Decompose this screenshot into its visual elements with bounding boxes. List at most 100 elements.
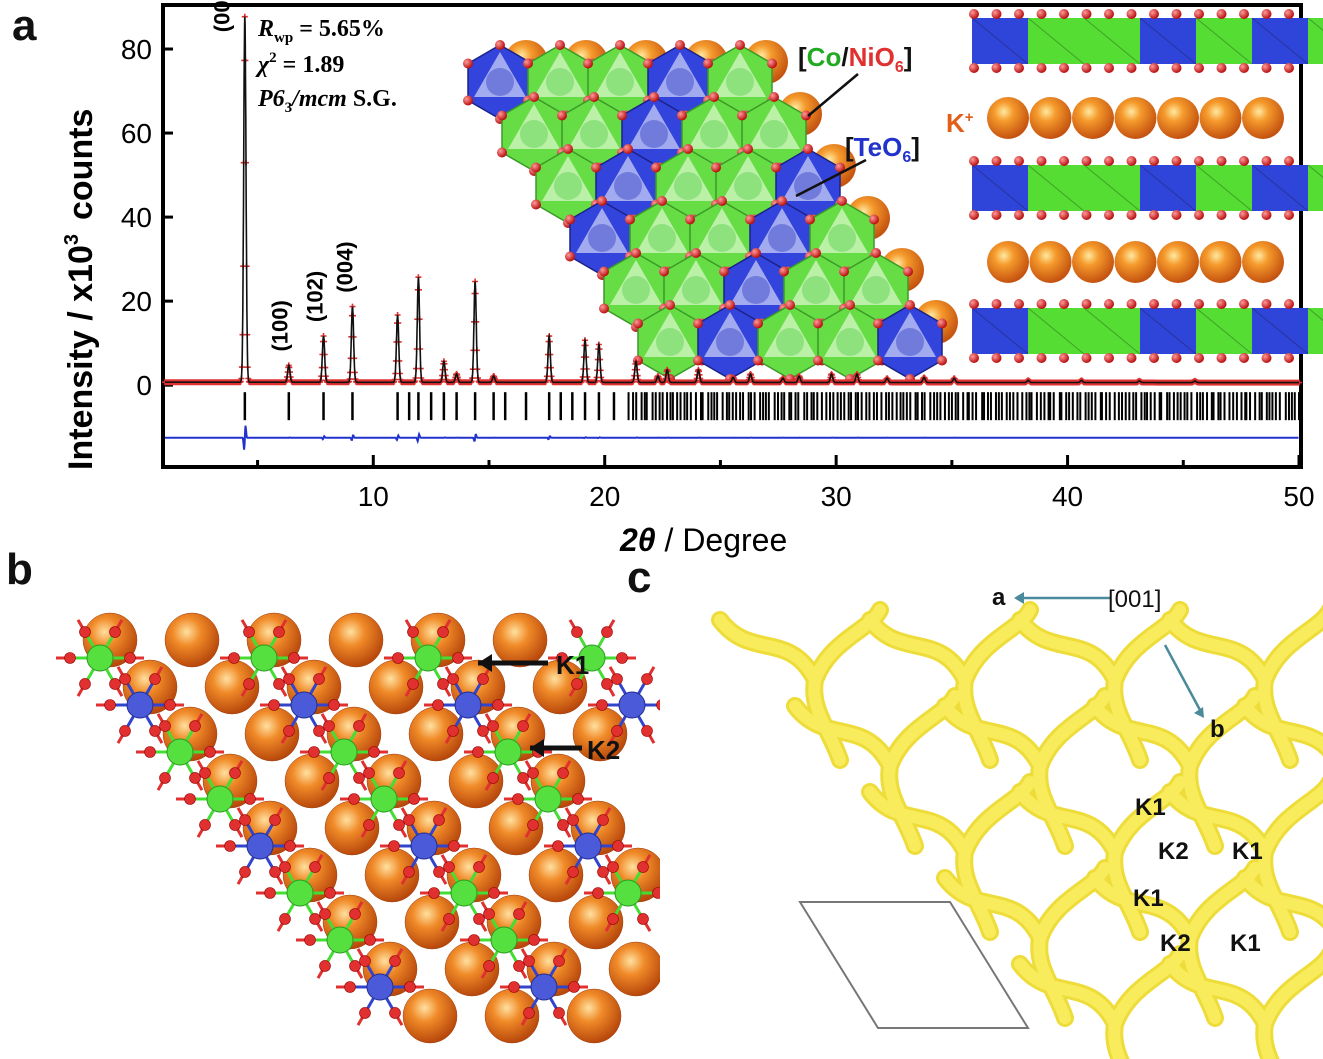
oxygen-atom — [349, 960, 361, 972]
metal-center — [682, 276, 710, 304]
teo6-layer-block — [1252, 165, 1308, 211]
axis-direction-label: [001] — [1108, 586, 1162, 613]
oxygen-atom — [268, 699, 280, 711]
cobalt-nickel-atom — [578, 644, 606, 672]
oxygen-atom — [652, 887, 660, 899]
oxygen-atom — [229, 767, 241, 779]
oxygen-atom — [433, 866, 445, 878]
oxygen-atom — [359, 1007, 371, 1019]
teo-pointer — [795, 158, 867, 198]
oxygen-atom — [1194, 156, 1204, 166]
peak-labels: (002) (100) (102)(004) — [210, 0, 358, 352]
oxygen-atom — [328, 699, 340, 711]
calculated-curve — [165, 16, 1299, 384]
oxygen-atom — [1194, 63, 1204, 73]
oxygen-atom — [1014, 210, 1024, 220]
oxygen-atom — [393, 767, 405, 779]
k-ion — [987, 241, 1029, 283]
oxygen-atom — [404, 981, 416, 993]
oxygen-atom — [567, 814, 579, 826]
oxygen-atom — [637, 913, 649, 925]
oxygen-atom — [184, 793, 196, 805]
oxygen-atom — [1059, 156, 1069, 166]
oxygen-atom — [611, 673, 623, 685]
oxygen-atom — [1104, 156, 1114, 166]
metal-center — [520, 120, 548, 148]
inset-structure-side-view — [969, 9, 1323, 363]
oxygen-atom — [517, 772, 529, 784]
coni-layer-block — [1308, 308, 1323, 354]
oxygen-atom — [477, 673, 489, 685]
oxygen-atom — [119, 725, 131, 737]
oxygen-atom — [243, 678, 255, 690]
teo6-layer-block — [1140, 165, 1196, 211]
metal-center — [588, 224, 616, 252]
oxygen-atom — [437, 678, 449, 690]
oxygen-atom — [473, 861, 485, 873]
oxygen-atom — [1194, 210, 1204, 220]
axis-a-arrowhead — [1014, 592, 1024, 604]
oxygen-atom — [1239, 156, 1249, 166]
oxygen-atom — [1284, 210, 1294, 220]
rwp-stat: Rwp = 5.65% — [257, 16, 385, 46]
oxygen-atom — [1194, 299, 1204, 309]
oxygen-atom — [871, 248, 881, 258]
coni-layer-block — [1084, 18, 1140, 64]
oxygen-atom — [392, 652, 404, 664]
oxygen-atom — [1239, 299, 1249, 309]
oxygen-atom — [597, 814, 609, 826]
oxygen-atom — [1014, 63, 1024, 73]
k2-label-b: K2 — [587, 735, 621, 765]
oxygen-atom — [244, 793, 256, 805]
oxygen-atom — [805, 214, 815, 225]
k1-label-c-2: K1 — [1232, 838, 1263, 865]
oxygen-atom — [269, 866, 281, 878]
metal-center — [896, 328, 924, 356]
oxygen-atom — [591, 162, 601, 173]
oxygen-atom — [433, 814, 445, 826]
oxygen-atom — [839, 266, 849, 277]
y-tick-label: 80 — [121, 34, 152, 65]
layer-edge — [1139, 307, 1197, 355]
oxygen-atom — [1104, 353, 1114, 363]
y-axis-label: Intensity / x103counts — [61, 109, 100, 470]
oxygen-atom — [189, 772, 201, 784]
metal-center — [614, 172, 642, 200]
k-ion — [1114, 97, 1157, 139]
xrd-chart: 0 20 40 60 80 10 20 30 40 50 (002) (100) (102)(004… — [61, 0, 1323, 558]
oxygen-atom — [1284, 9, 1294, 19]
oxygen-atom — [531, 199, 541, 210]
oxygen-atom — [513, 960, 525, 972]
metal-center — [648, 224, 676, 252]
k-ion — [1242, 241, 1284, 283]
layer-edge — [1195, 17, 1253, 65]
oxygen-atom — [769, 92, 779, 102]
oxygen-atom — [1171, 156, 1182, 166]
coni-layer-block — [1196, 308, 1252, 354]
k-ion — [1029, 241, 1072, 283]
cobalt-nickel-atom — [614, 879, 642, 907]
k-ion — [1199, 97, 1242, 139]
coni-pointer — [807, 73, 859, 117]
oxygen-atom — [189, 720, 201, 732]
oxygen-atom — [969, 353, 979, 363]
tellurium-atom — [574, 832, 602, 860]
unit-cell — [798, 901, 1030, 1029]
oxygen-atom — [1149, 299, 1159, 309]
layer-edge — [1195, 164, 1253, 212]
oxygen-atom — [719, 266, 729, 277]
oxygen-atom — [751, 248, 761, 258]
oxygen-atom — [572, 793, 584, 805]
oxygen-atom — [767, 58, 777, 69]
oxygen-atom — [437, 626, 449, 638]
oxygen-atom — [364, 934, 376, 946]
layer-edge — [1139, 164, 1197, 212]
oxygen-atom — [388, 840, 400, 852]
cobalt-nickel-atom — [166, 738, 194, 766]
oxygen-atom — [119, 673, 131, 685]
oxygen-atom — [527, 819, 539, 831]
k-ion — [1157, 241, 1199, 283]
oxygen-atom — [969, 299, 979, 309]
oxygen-atom — [991, 353, 1002, 363]
layer-edge — [1307, 307, 1323, 321]
